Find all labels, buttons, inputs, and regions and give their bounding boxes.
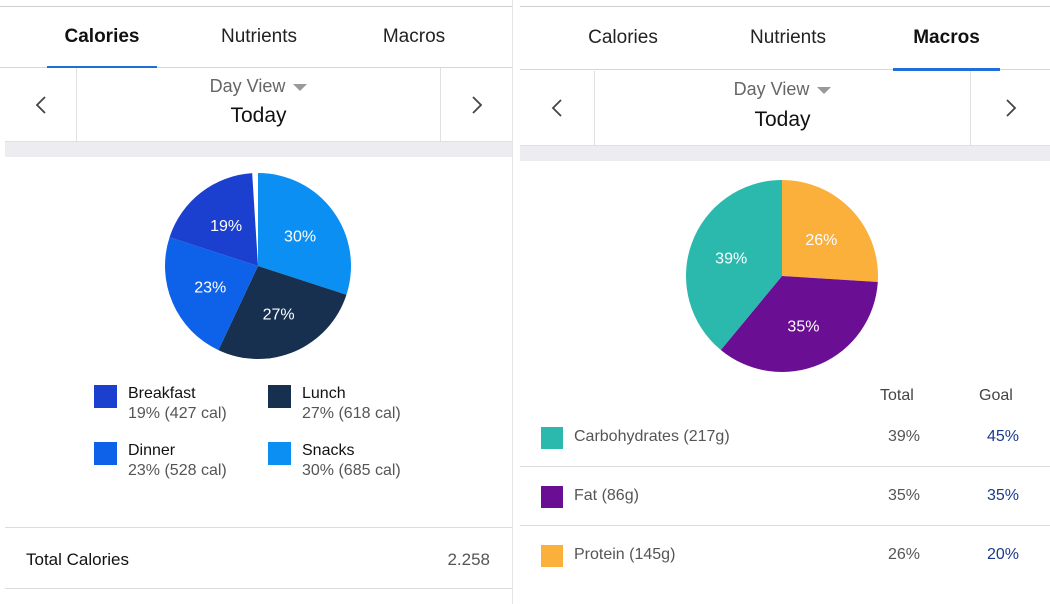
macro-total: 26% [888,546,921,563]
chevron-left-icon [551,99,562,117]
legend-name: Lunch [302,385,346,402]
macros-panel: Calories Nutrients Macros Day View Today… [520,0,1050,604]
legend-swatch [268,442,291,465]
legend-lunch: Lunch 27% (618 cal) [268,385,438,425]
tab-label: Macros [913,27,980,48]
legend-detail: 19% (427 cal) [128,405,227,422]
caret-down-icon [293,84,308,91]
macro-goal: 45% [987,428,1020,445]
day-navigator: Day View Today [520,71,1050,146]
caret-down-icon [817,87,832,94]
pie-slice-label: 35% [787,319,819,336]
pie-slice-label: 39% [715,251,747,268]
day-view-label: Day View [733,79,810,99]
pie-slice-fat [720,276,878,372]
tab-label: Nutrients [749,27,827,48]
calories-pie-chart: 30% 27% 23% 19% [165,173,351,359]
macro-swatch [541,545,563,567]
tab-bar: Calories Nutrients Macros [0,6,512,69]
pie-slice-label: 23% [194,280,226,297]
total-calories-value: 2.258 [447,550,490,569]
macro-name: Protein (145g) [574,546,676,563]
pie-slice-label: 19% [210,218,242,235]
pie-slice-label: 26% [805,232,837,249]
pie-slice-label: 27% [263,307,295,324]
macro-swatch [541,427,563,449]
day-title: Today [754,108,811,131]
macro-goal: 20% [987,546,1020,563]
tab-calories[interactable]: Calories [47,7,157,69]
total-calories-row[interactable]: Total Calories 2.258 [5,527,512,589]
macro-row-fat[interactable]: Fat (86g) 35% 35% [520,467,1050,526]
chevron-right-icon [1005,99,1016,117]
pie-slice-protein [782,180,878,283]
macro-name: Fat (86g) [574,487,639,504]
tab-macros[interactable]: Macros [893,7,1000,71]
active-tab-indicator [47,66,157,69]
legend-name: Breakfast [128,385,196,402]
legend-swatch [94,442,117,465]
previous-day-button[interactable] [5,68,77,141]
macro-row-carbohydrates[interactable]: Carbohydrates (217g) 39% 45% [520,408,1050,467]
legend-name: Snacks [302,442,355,459]
tab-label: Calories [64,26,140,47]
pie-slice-label: 30% [284,228,316,245]
chevron-right-icon [471,95,482,114]
section-separator [520,146,1050,161]
day-view-dropdown[interactable]: Day View [595,79,970,100]
tab-calories[interactable]: Calories [568,7,678,69]
chevron-left-icon [35,95,46,114]
macro-goal: 35% [987,487,1020,504]
tab-nutrients[interactable]: Nutrients [734,7,842,69]
section-separator [5,142,512,157]
pie-slice-breakfast [169,173,258,266]
day-selector: Day View Today [77,68,440,141]
calories-panel: Calories Nutrients Macros Day View Today… [0,0,512,604]
tab-nutrients[interactable]: Nutrients [205,7,313,67]
legend-dinner: Dinner 23% (528 cal) [94,442,264,482]
macro-total: 35% [888,487,921,504]
day-view-label: Day View [209,76,286,96]
column-header-total: Total [880,387,914,404]
legend-breakfast: Breakfast 19% (427 cal) [94,385,264,425]
tab-bar: Calories Nutrients Macros [520,6,1050,71]
tab-label: Macros [382,26,446,47]
tab-label: Calories [588,27,658,48]
day-view-dropdown[interactable]: Day View [77,76,440,97]
day-navigator: Day View Today [5,68,512,142]
next-day-button[interactable] [440,68,512,141]
legend-swatch [94,385,117,408]
previous-day-button[interactable] [520,71,595,145]
total-calories-label: Total Calories [26,550,129,569]
tab-label: Nutrients [220,26,298,47]
macro-name: Carbohydrates (217g) [574,428,730,445]
pie-slice-carbohydrates [686,180,782,350]
macro-total: 39% [888,428,921,445]
pie-slice-snacks [258,173,351,295]
pie-slice-dinner [165,237,258,351]
pie-slice-lunch [218,266,347,359]
next-day-button[interactable] [970,71,1050,145]
legend-snacks: Snacks 30% (685 cal) [268,442,438,482]
panel-divider [512,0,520,604]
legend-swatch [268,385,291,408]
macro-swatch [541,486,563,508]
active-tab-indicator [893,68,1000,71]
macros-pie-chart: 26% 35% 39% [686,180,878,372]
macro-row-protein[interactable]: Protein (145g) 26% 20% [520,526,1050,585]
day-title: Today [230,104,287,127]
tab-macros[interactable]: Macros [365,7,463,67]
legend-detail: 27% (618 cal) [302,405,401,422]
legend-detail: 23% (528 cal) [128,462,227,479]
legend-detail: 30% (685 cal) [302,462,401,479]
day-selector: Day View Today [595,71,970,145]
column-header-goal: Goal [979,387,1013,404]
legend-name: Dinner [128,442,176,459]
